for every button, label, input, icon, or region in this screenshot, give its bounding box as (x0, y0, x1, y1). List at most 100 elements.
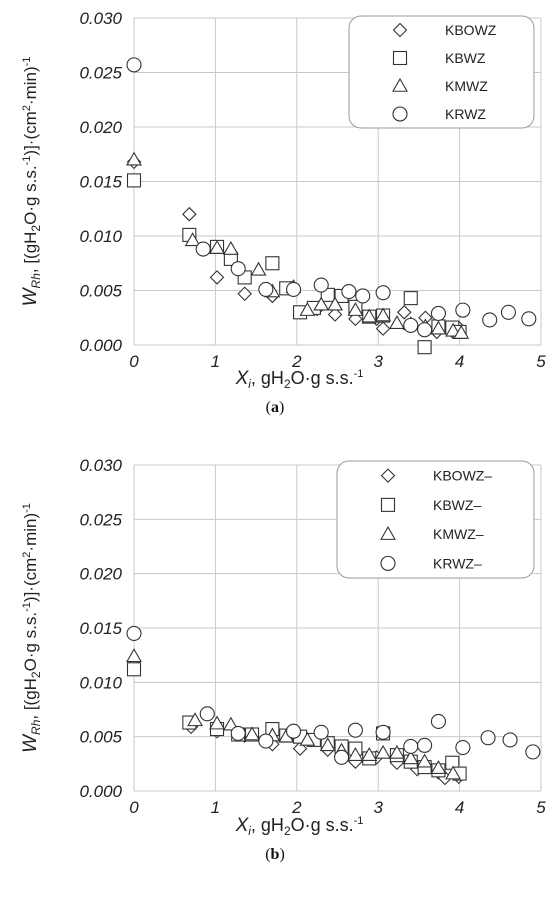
y-axis-label: WRh, [(gH2O·g s.s.-1)]·(cm2·min)-1 (20, 57, 43, 307)
data-point (199, 706, 215, 722)
data-point (265, 256, 280, 271)
data-point (502, 732, 518, 748)
legend: KBOWZ– KBWZ– KMWZ– KRWZ– (336, 460, 535, 579)
y-tick-label: 0.020 (79, 118, 122, 137)
data-point (402, 750, 419, 765)
data-point (285, 723, 302, 739)
y-tick-label: 0.000 (79, 782, 122, 801)
data-point (285, 281, 302, 297)
data-point (347, 747, 364, 761)
data-point (455, 302, 471, 318)
data-point (396, 305, 412, 320)
data-point (313, 724, 329, 740)
data-point (500, 304, 516, 320)
data-point (182, 206, 197, 222)
data-point (258, 733, 274, 749)
chart-panel-b: 0 1 2 3 4 5 0.000 0.005 0.010 0.015 0.020 0.025 0.03… (20, 456, 546, 838)
data-point (521, 311, 537, 327)
panel-label: (b) (265, 846, 285, 863)
x-axis-label: Xi, gH2O·g s.s.-1 (235, 368, 364, 391)
data-point (430, 320, 447, 335)
data-point (375, 307, 392, 322)
x-tick-label: 5 (536, 352, 546, 371)
legend-marker-square (392, 50, 408, 66)
x-tick-label: 4 (455, 798, 464, 817)
data-point (403, 291, 418, 306)
data-point (403, 317, 419, 333)
data-point (126, 625, 142, 641)
data-point (480, 730, 496, 746)
data-point (453, 324, 470, 339)
y-tick-label: 0.020 (79, 565, 122, 584)
legend-label: KRWZ– (433, 555, 482, 571)
data-point (445, 322, 462, 337)
legend-label: KBOWZ (445, 22, 497, 38)
data-point (375, 744, 392, 759)
data-point (126, 57, 142, 73)
data-point (355, 288, 371, 304)
legend-marker-square (380, 497, 396, 512)
x-tick-label: 5 (536, 798, 546, 817)
data-point (126, 662, 142, 677)
data-point (347, 302, 364, 316)
legend-label: KBOWZ– (433, 468, 492, 484)
y-tick-label: 0.005 (79, 282, 122, 301)
data-point (388, 744, 405, 759)
y-tick-label: 0.025 (79, 64, 122, 83)
data-point (417, 340, 432, 355)
x-tick-label: 1 (211, 352, 220, 371)
data-point (403, 738, 419, 754)
series-circle (126, 625, 541, 765)
data-point (417, 737, 433, 753)
x-tick-label: 2 (291, 798, 302, 817)
data-point (313, 296, 330, 311)
series-circle (126, 57, 537, 338)
data-point (430, 760, 447, 774)
y-tick-label: 0.030 (79, 456, 122, 475)
legend: KBOWZ KBWZ KMWZ KRWZ (348, 15, 535, 129)
data-point (237, 286, 252, 302)
y-tick-label: 0.015 (79, 619, 122, 638)
legend-marker-diamond (380, 468, 396, 483)
data-point (430, 305, 446, 321)
legend-box (348, 15, 535, 129)
series-triangle (126, 648, 462, 780)
data-point (445, 765, 462, 780)
data-point (482, 312, 498, 328)
data-point (417, 322, 433, 338)
data-point (244, 726, 260, 741)
legend-marker-triangle (392, 77, 408, 92)
legend-label: KBWZ– (433, 497, 481, 513)
y-tick-label: 0.025 (79, 510, 122, 529)
legend-marker-triangle (380, 526, 396, 540)
x-tick-label: 2 (291, 352, 302, 371)
legend-marker-diamond (392, 22, 408, 38)
data-point (222, 240, 239, 255)
data-point (209, 239, 225, 254)
data-point (388, 315, 405, 330)
data-point (258, 281, 274, 297)
data-point (327, 307, 343, 322)
data-point (361, 308, 378, 323)
data-point (455, 739, 471, 756)
x-tick-label: 1 (211, 798, 220, 817)
y-tick-label: 0.030 (79, 9, 122, 28)
data-point (126, 173, 142, 188)
chart-panel-a: 0 1 2 3 4 5 0.000 0.005 0.010 0.015 0.020 0.025 0.03… (20, 9, 546, 391)
data-point (187, 712, 203, 727)
data-point (209, 715, 225, 730)
panel-label: (a) (266, 399, 285, 416)
data-point (341, 284, 357, 300)
data-point (430, 713, 446, 730)
data-point (126, 648, 142, 663)
legend-marker-circle (392, 106, 408, 122)
x-tick-label: 3 (373, 352, 383, 371)
data-point (319, 737, 336, 752)
data-point (375, 285, 391, 301)
legend-label: KBWZ (445, 50, 486, 66)
data-point (313, 277, 329, 293)
data-point (250, 261, 267, 276)
data-point (347, 722, 363, 738)
x-tick-label: 4 (455, 352, 464, 371)
